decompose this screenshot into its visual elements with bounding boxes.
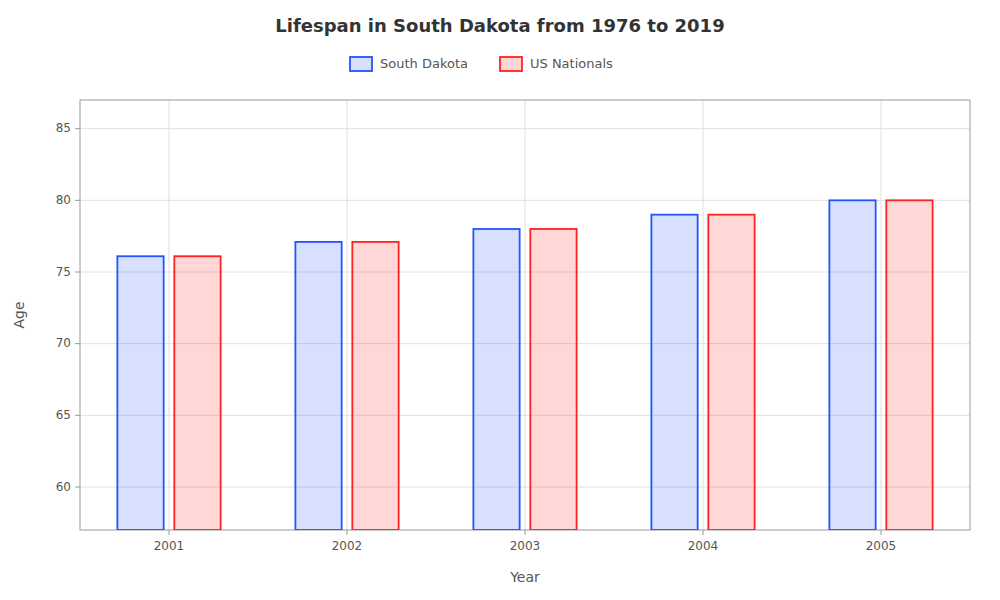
y-axis-label: Age [11, 301, 27, 328]
y-tick [75, 128, 80, 129]
bar [829, 200, 875, 530]
x-grid-line [347, 100, 348, 530]
bars [117, 200, 932, 530]
x-grid-line [525, 100, 526, 530]
x-axis: 2001 2002 2003 2004 2005 [154, 530, 897, 553]
x-tick [525, 530, 526, 535]
x-tick-label: 2004 [688, 539, 719, 553]
legend-label: South Dakota [380, 56, 468, 71]
legend-swatch [500, 57, 522, 71]
plot-frame [80, 100, 970, 530]
chart-container: 60 65 70 75 80 85 2001 2002 2003 2004 2005 Year Age L… [0, 0, 1000, 600]
y-tick-label: 60 [56, 480, 71, 494]
bar [886, 200, 932, 530]
x-tick [703, 530, 704, 535]
y-tick-label: 85 [56, 121, 71, 135]
x-grid-line [703, 100, 704, 530]
x-tick-label: 2002 [332, 539, 363, 553]
x-tick [169, 530, 170, 535]
x-tick [347, 530, 348, 535]
bar [352, 242, 398, 530]
y-tick-label: 70 [56, 336, 71, 350]
bar [651, 215, 697, 530]
bar [473, 229, 519, 530]
title: Lifespan in South Dakota from 1976 to 20… [275, 15, 724, 36]
y-tick-label: 75 [56, 265, 71, 279]
y-tick [75, 200, 80, 201]
x-axis-label: Year [509, 569, 540, 585]
bar [530, 229, 576, 530]
y-tick [75, 487, 80, 488]
legend-label: US Nationals [530, 56, 613, 71]
x-grid-line [881, 100, 882, 530]
x-tick-label: 2005 [866, 539, 897, 553]
x-tick-label: 2003 [510, 539, 541, 553]
x-grid-line [169, 100, 170, 530]
y-tick-label: 65 [56, 408, 71, 422]
chart-svg: 60 65 70 75 80 85 2001 2002 2003 2004 2005 Year Age L… [0, 0, 1000, 600]
series [117, 200, 875, 530]
y-tick [75, 343, 80, 344]
x-tick-label: 2001 [154, 539, 185, 553]
bar [174, 256, 220, 530]
bar [117, 256, 163, 530]
y-axis: 60 65 70 75 80 85 [56, 121, 80, 493]
series [174, 200, 932, 530]
bar [708, 215, 754, 530]
y-tick-label: 80 [56, 193, 71, 207]
bar [295, 242, 341, 530]
legend-swatch [350, 57, 372, 71]
grid [80, 100, 970, 530]
legend: South Dakota US Nationals [350, 56, 613, 72]
y-tick [75, 272, 80, 273]
y-tick [75, 415, 80, 416]
x-tick [881, 530, 882, 535]
